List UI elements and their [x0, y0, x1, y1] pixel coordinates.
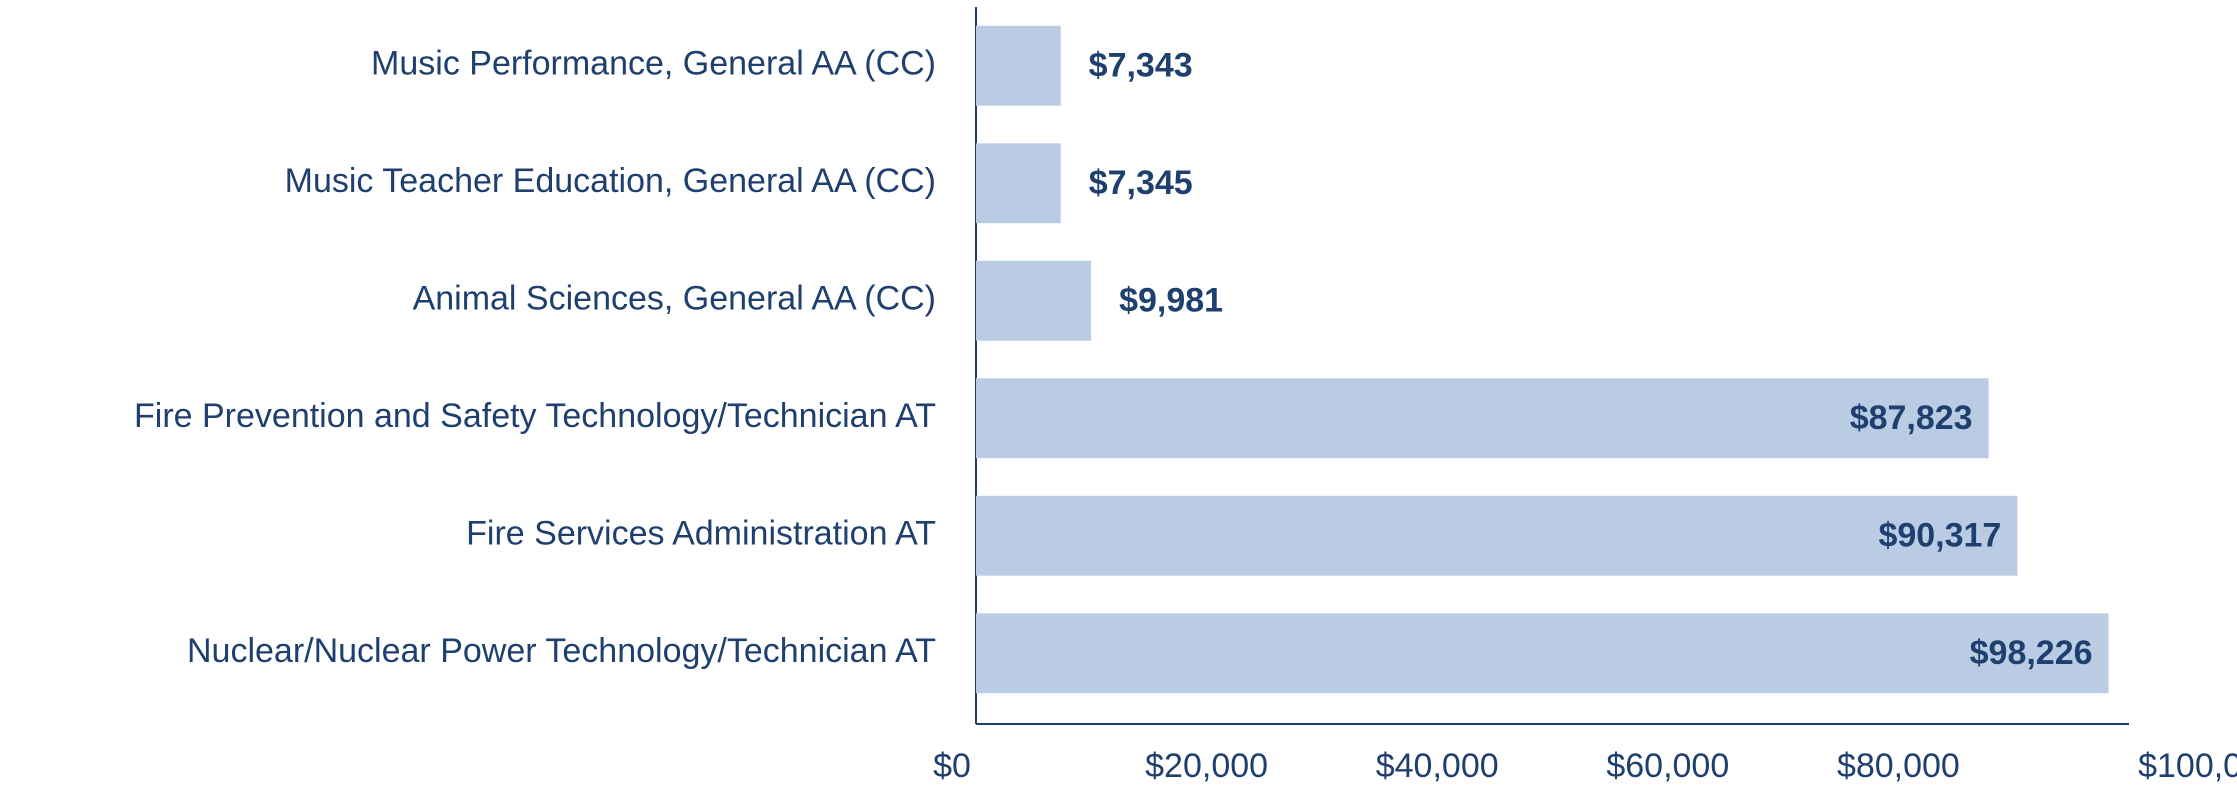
- bar: [976, 495, 2018, 576]
- y-tick-label: Music Performance, General AA (CC): [371, 45, 936, 83]
- value-label: $7,345: [1089, 164, 1193, 202]
- y-tick-label: Nuclear/Nuclear Power Technology/Technic…: [187, 632, 936, 670]
- value-label: $87,823: [1850, 399, 1973, 437]
- value-label: $7,343: [1089, 47, 1193, 85]
- bar: [976, 143, 1061, 224]
- y-tick-label: Fire Services Administration AT: [466, 515, 936, 553]
- x-tick-label: $60,000: [1606, 747, 1729, 785]
- x-tick-label: $100,000: [2138, 747, 2237, 785]
- bar: [976, 613, 2109, 694]
- x-tick-label: $40,000: [1376, 747, 1499, 785]
- bar: [976, 378, 1989, 459]
- bar: [976, 260, 1092, 341]
- x-tick-label: $0: [933, 747, 971, 785]
- value-label: $90,317: [1878, 517, 2001, 555]
- y-tick-label: Animal Sciences, General AA (CC): [413, 280, 936, 318]
- bar: [976, 25, 1061, 106]
- y-tick-label: Fire Prevention and Safety Technology/Te…: [134, 397, 936, 435]
- y-tick-label: Music Teacher Education, General AA (CC): [285, 162, 936, 200]
- value-label: $98,226: [1970, 634, 2093, 672]
- value-label: $9,981: [1119, 282, 1223, 320]
- x-tick-label: $20,000: [1145, 747, 1268, 785]
- x-tick-label: $80,000: [1837, 747, 1960, 785]
